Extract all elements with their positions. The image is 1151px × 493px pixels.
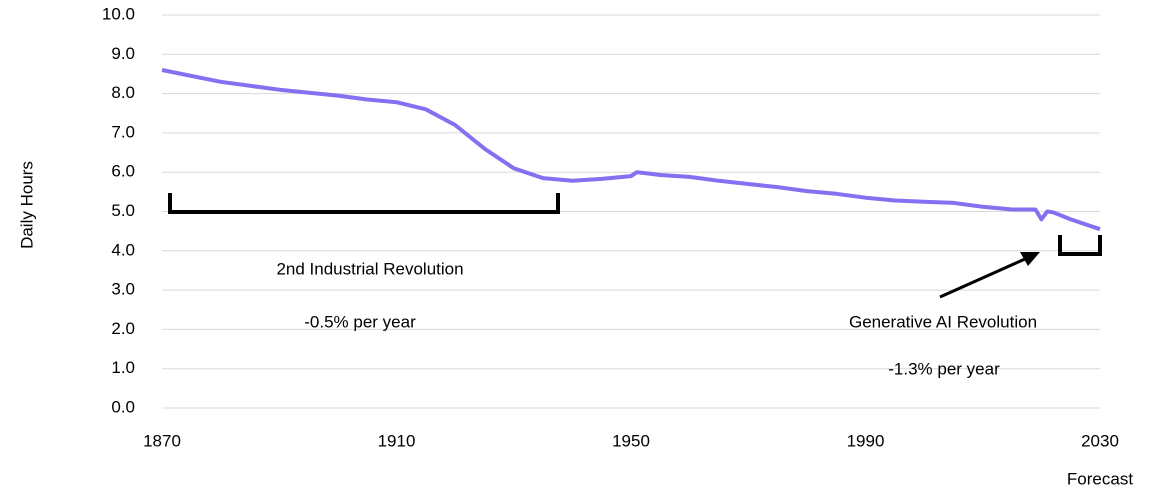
forecast-note: Forecast [1067,469,1133,488]
y-tick-label: 5.0 [111,201,135,220]
x-tick-label: 1870 [143,431,181,450]
annotation: -0.5% per year [304,312,416,331]
x-tick-label: 2030 [1081,431,1119,450]
annotation: Generative AI Revolution [849,312,1037,331]
y-tick-label: 2.0 [111,319,135,338]
bracket [168,193,560,214]
y-tick-label: 9.0 [111,44,135,63]
y-tick-label: 4.0 [111,240,135,259]
y-tick-label: 10.0 [102,4,135,23]
arrow [939,257,1026,299]
y-tick-label: 3.0 [111,280,135,299]
y-tick-label: 1.0 [111,358,135,377]
arrow-head [1020,252,1040,266]
annotation: 2nd Industrial Revolution [276,259,463,278]
data-line [161,68,1101,232]
y-tick-label: 8.0 [111,83,135,102]
x-tick-label: 1990 [847,431,885,450]
y-tick-label: 7.0 [111,122,135,141]
x-tick-label: 1910 [378,431,416,450]
bracket [1058,235,1102,256]
x-tick-label: 1950 [612,431,650,450]
annotation: -1.3% per year [888,359,1000,378]
y-tick-label: 0.0 [111,397,135,416]
y-axis-label: Daily Hours [17,161,36,249]
y-tick-label: 6.0 [111,162,135,181]
